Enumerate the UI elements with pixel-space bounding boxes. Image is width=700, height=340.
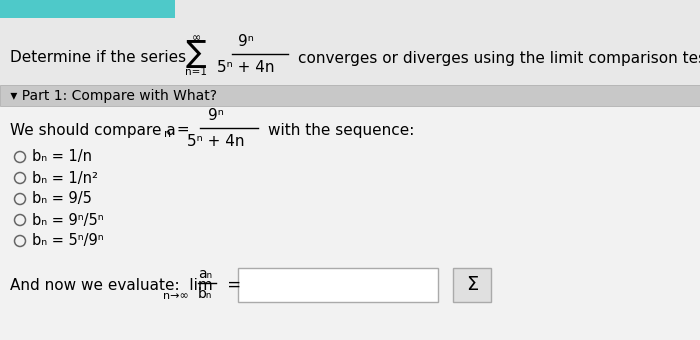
FancyBboxPatch shape (0, 0, 175, 18)
Text: Determine if the series: Determine if the series (10, 51, 186, 66)
Text: n→∞: n→∞ (163, 291, 189, 301)
Text: bₙ = 1/n²: bₙ = 1/n² (32, 170, 98, 186)
FancyBboxPatch shape (0, 106, 700, 340)
FancyBboxPatch shape (0, 85, 700, 106)
Text: n: n (164, 129, 171, 139)
FancyBboxPatch shape (453, 268, 491, 302)
Text: We should compare a: We should compare a (10, 122, 176, 137)
Text: bₙ = 1/n: bₙ = 1/n (32, 150, 92, 165)
Text: bₙ = 9ⁿ/5ⁿ: bₙ = 9ⁿ/5ⁿ (32, 212, 104, 227)
FancyBboxPatch shape (0, 18, 700, 85)
Text: bₙ = 9/5: bₙ = 9/5 (32, 191, 92, 206)
Text: bₙ: bₙ (198, 287, 212, 301)
Text: ∑: ∑ (186, 39, 206, 68)
Text: 9ⁿ: 9ⁿ (238, 34, 254, 50)
Text: bₙ = 5ⁿ/9ⁿ: bₙ = 5ⁿ/9ⁿ (32, 234, 104, 249)
FancyBboxPatch shape (238, 268, 438, 302)
Text: converges or diverges using the limit comparison test.: converges or diverges using the limit co… (298, 51, 700, 66)
Text: =: = (222, 276, 241, 294)
Text: aₙ: aₙ (198, 267, 212, 281)
Text: =: = (172, 122, 190, 137)
Text: ▾ Part 1: Compare with What?: ▾ Part 1: Compare with What? (6, 89, 217, 103)
Text: Σ: Σ (466, 275, 478, 294)
Text: ∞: ∞ (191, 33, 201, 43)
Text: with the sequence:: with the sequence: (268, 122, 414, 137)
Text: n=1: n=1 (185, 67, 207, 77)
Text: 5ⁿ + 4n: 5ⁿ + 4n (188, 135, 245, 150)
Text: And now we evaluate:  lim: And now we evaluate: lim (10, 277, 213, 292)
Text: 9ⁿ: 9ⁿ (208, 108, 224, 123)
Text: 5ⁿ + 4n: 5ⁿ + 4n (217, 59, 274, 74)
